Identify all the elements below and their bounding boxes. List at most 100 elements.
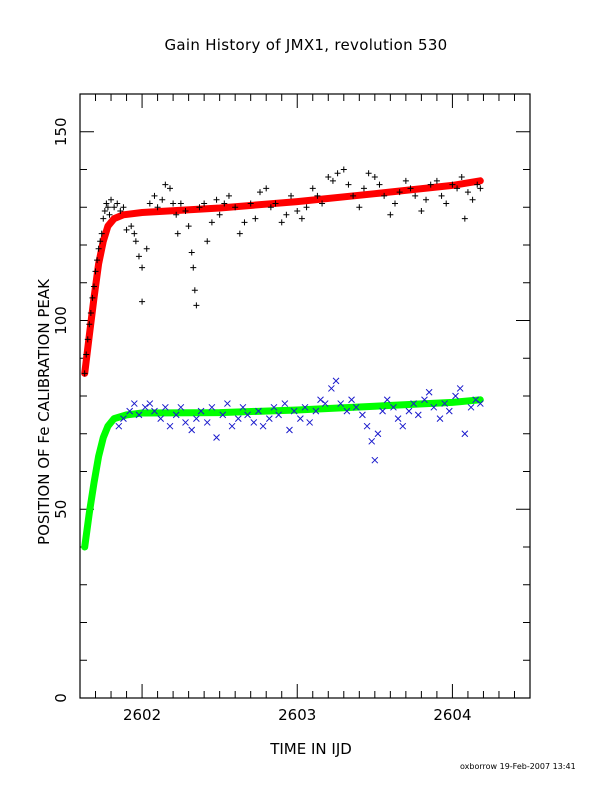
cross-marker: [436, 415, 444, 423]
plus-marker: [94, 257, 101, 264]
cross-marker: [312, 407, 320, 415]
cross-marker: [445, 407, 453, 415]
plus-marker: [191, 287, 198, 294]
cross-marker: [141, 403, 149, 411]
plus-marker: [146, 200, 153, 207]
cross-marker: [461, 430, 469, 438]
plus-marker: [252, 215, 259, 222]
plus-marker: [334, 170, 341, 177]
cross-marker: [343, 407, 351, 415]
plus-marker: [167, 185, 173, 192]
cross-marker: [197, 407, 205, 415]
plus-marker: [106, 211, 113, 218]
cross-marker: [166, 422, 174, 430]
plus-marker: [350, 192, 357, 199]
cross-marker: [430, 403, 438, 411]
plus-marker: [283, 211, 290, 218]
plus-marker: [387, 211, 394, 218]
plus-marker: [423, 196, 430, 203]
plus-marker: [278, 219, 285, 226]
plus-marker: [177, 200, 184, 207]
cross-marker: [332, 377, 340, 385]
plus-marker: [139, 264, 146, 271]
plus-marker: [402, 177, 409, 184]
plus-marker: [182, 208, 189, 215]
cross-marker: [301, 403, 309, 411]
plus-marker: [87, 309, 94, 316]
plus-marker: [247, 200, 254, 207]
plus-marker: [190, 264, 197, 271]
plus-marker: [101, 208, 108, 215]
cross-marker: [414, 411, 422, 419]
cross-marker: [120, 415, 127, 423]
plus-marker: [108, 196, 115, 203]
cross-marker: [177, 403, 185, 411]
plus-marker: [81, 370, 88, 377]
plus-marker: [288, 192, 295, 199]
plus-marker: [84, 336, 91, 343]
plus-marker: [98, 230, 105, 237]
cross-marker: [244, 411, 251, 419]
cross-marker: [328, 385, 335, 392]
plus-marker: [111, 204, 118, 211]
plus-marker: [454, 185, 461, 192]
cross-marker: [193, 415, 200, 423]
cross-marker: [275, 411, 282, 419]
cross-marker: [383, 396, 391, 404]
plus-marker: [92, 268, 99, 275]
plus-marker: [213, 196, 220, 203]
cross-marker: [115, 422, 123, 430]
plus-marker: [216, 211, 223, 218]
plus-marker: [365, 170, 372, 177]
plus-marker: [135, 253, 142, 260]
cross-marker: [239, 403, 247, 411]
plus-marker: [376, 181, 383, 188]
cross-marker: [476, 400, 484, 407]
cross-marker: [399, 422, 407, 430]
plus-marker: [225, 192, 232, 199]
axis-ticks: 0 50 100 150 2602 2603 2604: [52, 93, 531, 724]
cross-marker: [421, 396, 428, 404]
plus-marker: [345, 181, 352, 188]
x-tick-label: 2602: [123, 706, 161, 724]
plus-marker: [438, 192, 445, 199]
plus-marker: [132, 238, 139, 245]
cross-marker: [390, 403, 397, 411]
cross-marker: [130, 400, 138, 407]
cross-marker: [306, 419, 314, 426]
plus-marker: [241, 219, 248, 226]
cross-marker: [374, 430, 382, 438]
plus-marker: [86, 321, 93, 328]
cross-marker: [157, 415, 165, 423]
plus-marker: [360, 185, 367, 192]
plus-marker: [458, 174, 465, 181]
plus-marker: [319, 200, 326, 207]
plus-marker: [309, 185, 316, 192]
cross-marker: [224, 400, 231, 407]
cross-marker: [203, 419, 211, 426]
cross-marker: [317, 396, 324, 404]
cross-marker: [172, 411, 180, 419]
plus-marker: [196, 204, 203, 211]
cross-marker: [352, 403, 360, 411]
plus-marker: [103, 200, 110, 207]
plus-marker: [143, 245, 150, 252]
cross-marker: [265, 415, 273, 423]
cross-marker: [321, 400, 329, 407]
cross-marker: [371, 456, 379, 464]
cross-marker: [410, 400, 417, 407]
y-tick-label: 0: [52, 693, 70, 703]
plus-marker: [117, 208, 124, 215]
cross-marker: [425, 388, 433, 396]
plus-marker: [139, 298, 146, 305]
cross-marker: [146, 400, 154, 407]
plus-marker: [329, 177, 336, 184]
plus-marker: [396, 189, 403, 196]
y-tick-label: 150: [52, 117, 70, 146]
plus-marker: [407, 185, 414, 192]
plus-marker: [477, 185, 484, 192]
x-tick-label: 2604: [433, 706, 471, 724]
cross-marker: [405, 407, 413, 415]
plus-marker: [433, 177, 440, 184]
